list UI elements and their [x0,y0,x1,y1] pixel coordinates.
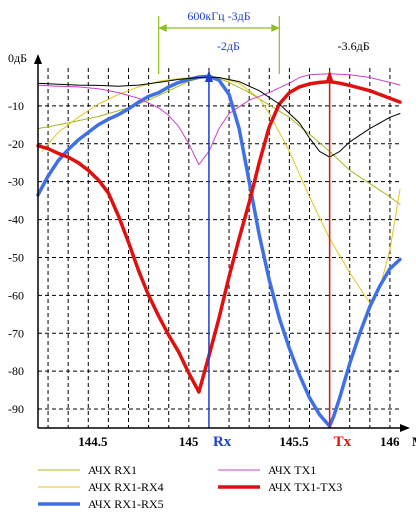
legend-label: АЧХ TX1-TX3 [268,480,342,494]
y-tick-label: -70 [8,326,24,340]
marker-label-rx: Rx [213,434,232,450]
series-line-1 [41,75,401,304]
y-tick-label: -20 [8,137,24,151]
grid [38,68,400,428]
legend-label: АЧХ TX1 [268,463,316,477]
bandwidth-label: 600кГц -3дБ [187,9,250,23]
series-line-5 [37,76,401,158]
marker-arrow-tx-icon [325,70,334,82]
x-unit-label: МГц [412,434,416,449]
marker-label-tx: Tx [334,434,352,450]
series-line-4 [36,79,402,394]
marker-arrow-rx-icon [204,70,213,82]
bandwidth-arrow-right-icon [271,24,280,32]
y-unit-label: 0дБ [8,51,27,65]
x-tick-label: 145.5 [279,434,309,449]
x-tick-label: 144.5 [78,434,108,449]
bandwidth-arrow-left-icon [158,24,167,32]
frequency-markers: Rx Tx [204,70,352,450]
y-tick-label: -10 [8,99,24,113]
y-tick-label: -40 [8,213,24,227]
y-tick-label: -90 [8,402,24,416]
series-line-0 [37,76,401,205]
legend: АЧХ RX1 АЧХ RX1-RX4 АЧХ RX1-RX5 АЧХ TX1 АЧХ … [38,463,342,511]
y-tick-label: -80 [8,364,24,378]
x-tick-label: 146 [380,434,400,449]
series-line-3 [37,73,401,166]
x-axis-arrow-icon [400,424,410,432]
series-line-2 [36,74,402,428]
axes: -10 -20 -30 -40 -50 -60 -70 -80 -90 0дБ 144.5 145 14… [8,51,416,449]
y-tick-label: -50 [8,250,24,264]
legend-label: АЧХ RX1-RX4 [88,480,164,494]
legend-label: АЧХ RX1-RX5 [88,497,164,511]
y-axis-arrow-icon [34,54,42,64]
y-tick-label: -60 [8,288,24,302]
rx-peak-label: -2дБ [217,39,240,53]
annotations: 600кГц -3дБ -2дБ -3.6дБ [158,9,370,74]
tx-peak-label: -3.6дБ [338,39,370,53]
series-lines [36,73,402,428]
x-tick-label: 145 [179,434,199,449]
y-tick-label: -30 [8,175,24,189]
legend-label: АЧХ RX1 [88,463,137,477]
